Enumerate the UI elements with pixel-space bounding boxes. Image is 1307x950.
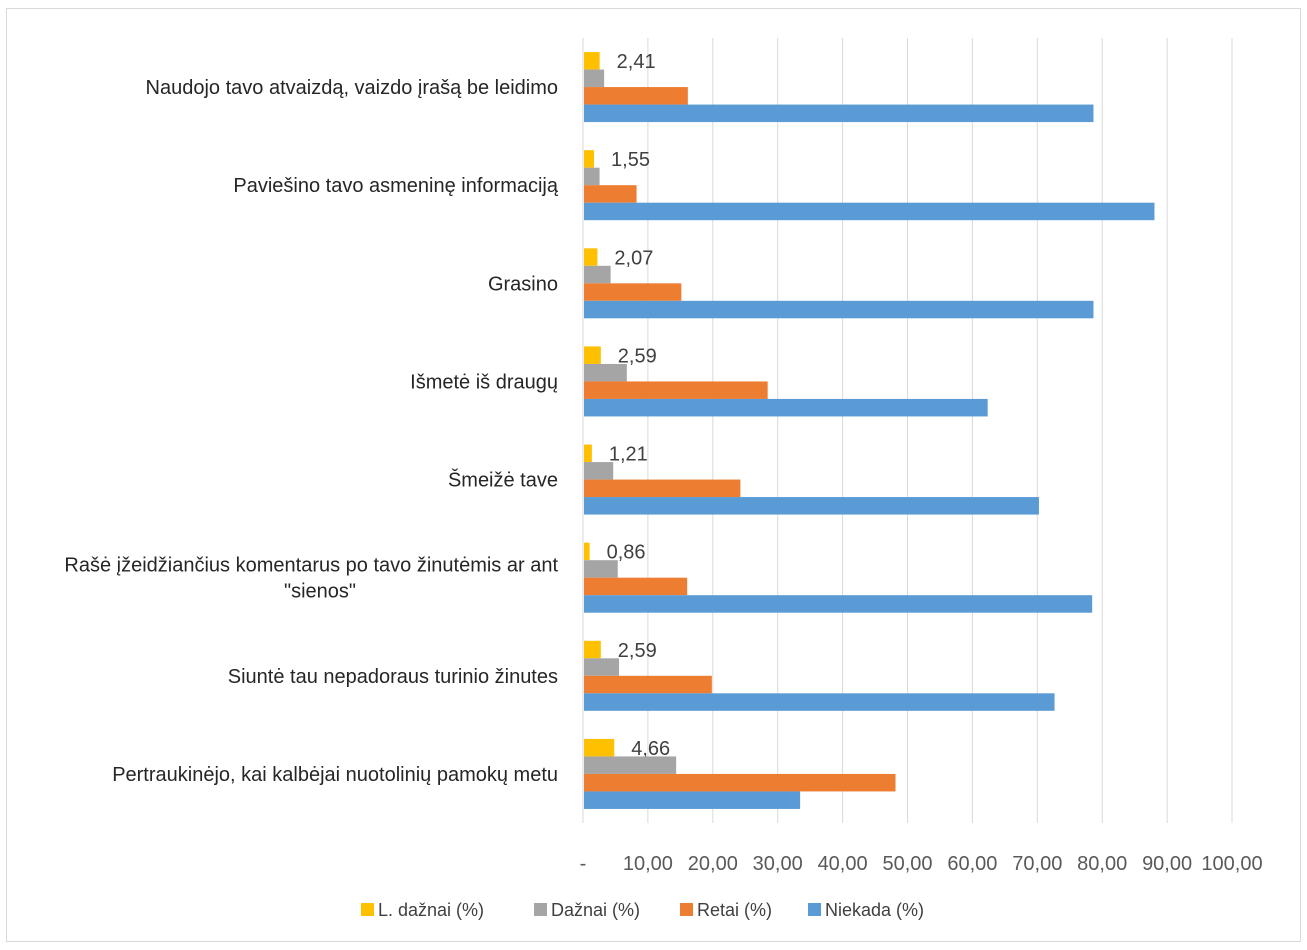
category-label: Naudojo tavo atvaizdą, vaizdo įrašą be l… <box>146 77 558 99</box>
category-label: Išmetė iš draugų <box>410 371 558 393</box>
bar <box>584 444 592 463</box>
bar <box>584 202 1155 221</box>
bar <box>584 265 611 284</box>
legend-label: Dažnai (%) <box>551 900 640 920</box>
category-label: Siuntė tau nepadoraus turinio žinutes <box>228 666 558 688</box>
x-tick-label: 60,00 <box>947 853 997 875</box>
bar <box>584 363 627 382</box>
x-tick-label: 40,00 <box>818 853 868 875</box>
category-label: "sienos" <box>284 581 356 603</box>
data-label: 1,21 <box>609 444 648 466</box>
legend-swatch <box>680 903 693 916</box>
x-tick-label: - <box>580 853 587 875</box>
x-tick-label: 10,00 <box>623 853 673 875</box>
category-label: Rašė įžeidžiančius komentarus po tavo ži… <box>64 555 558 577</box>
data-label: 1,55 <box>611 149 650 171</box>
data-label: 0,86 <box>607 542 646 564</box>
data-label: 2,59 <box>618 345 657 367</box>
category-label: Grasino <box>488 273 558 295</box>
bar <box>584 693 1055 711</box>
legend-swatch <box>361 903 374 916</box>
data-label: 2,07 <box>614 247 653 269</box>
bar <box>584 300 1094 319</box>
x-tick-label: 80,00 <box>1077 853 1127 875</box>
bar <box>584 398 988 417</box>
bar <box>584 185 637 203</box>
legend-swatch <box>808 903 821 916</box>
bar <box>584 381 768 399</box>
legend-label: Retai (%) <box>697 900 772 920</box>
bar <box>584 497 1039 515</box>
bar <box>584 658 620 676</box>
bar <box>584 560 618 578</box>
category-label: Šmeižė tave <box>448 469 558 492</box>
data-label: 2,41 <box>617 51 656 73</box>
x-tick-label: 70,00 <box>1012 853 1062 875</box>
bar <box>584 346 601 364</box>
x-tick-label: 90,00 <box>1142 853 1192 875</box>
bar <box>584 738 615 757</box>
data-label: 2,59 <box>618 640 657 662</box>
bar <box>584 542 590 561</box>
legend-label: Niekada (%) <box>825 900 924 920</box>
bar <box>584 87 688 105</box>
bar <box>584 773 896 792</box>
bar <box>584 69 605 88</box>
legend-label: L. dažnai (%) <box>378 900 484 920</box>
category-label: Paviešino tavo asmeninę informaciją <box>233 175 558 197</box>
bar <box>584 248 598 266</box>
bar <box>584 283 682 301</box>
x-tick-label: 100,00 <box>1201 853 1262 875</box>
category-label: Pertraukinėjo, kai kalbėjai nuotolinių p… <box>112 764 558 786</box>
bar <box>584 595 1093 613</box>
x-tick-label: 30,00 <box>753 853 803 875</box>
bar <box>584 167 600 186</box>
bar <box>584 52 600 70</box>
bar <box>584 104 1094 123</box>
legend-swatch <box>534 903 547 916</box>
bar <box>584 150 595 168</box>
x-tick-label: 50,00 <box>882 853 932 875</box>
data-label: 4,66 <box>631 738 670 760</box>
bar <box>584 756 677 774</box>
bar <box>584 462 614 480</box>
bar <box>584 577 688 596</box>
bar <box>584 479 741 498</box>
bar <box>584 791 801 809</box>
bar <box>584 640 601 659</box>
bar <box>584 675 712 694</box>
x-tick-label: 20,00 <box>688 853 738 875</box>
